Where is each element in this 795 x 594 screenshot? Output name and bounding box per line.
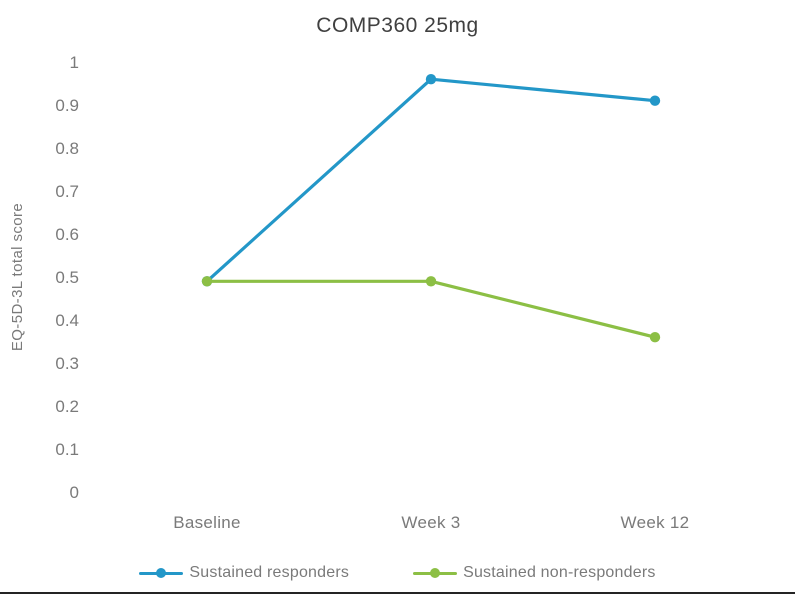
data-point-sustained-non-responders xyxy=(425,276,437,287)
line-chart-svg: EQ-5D-3L total score 0 0.1 0.2 0.3 0.4 0.5 0.6… xyxy=(9,53,690,532)
y-tick-label: 0.5 xyxy=(55,268,79,287)
legend-marker-icon xyxy=(139,568,184,578)
data-point-sustained-non-responders xyxy=(201,276,213,287)
legend-dot-icon xyxy=(156,568,167,578)
y-tick-label: 0.4 xyxy=(55,311,79,330)
x-category-label: Baseline xyxy=(173,513,241,532)
legend: Sustained responders Sustained non-respon… xyxy=(0,555,795,591)
y-tick-label: 0 xyxy=(70,483,79,502)
legend-item-sustained-responders: Sustained responders xyxy=(139,564,349,582)
y-tick-label: 1 xyxy=(70,53,79,72)
y-tick-label: 0.9 xyxy=(55,96,79,115)
legend-label: Sustained responders xyxy=(189,564,350,581)
y-tick-label: 0.2 xyxy=(55,397,79,416)
data-point-sustained-non-responders xyxy=(649,332,661,343)
chart-title: COMP360 25mg xyxy=(316,14,479,37)
y-tick-label: 0.6 xyxy=(55,225,79,244)
screenshot-bottom-border xyxy=(0,592,795,594)
series-line-sustained-responders xyxy=(205,77,657,283)
legend-dot-icon xyxy=(430,568,441,578)
data-point-sustained-responders xyxy=(649,95,661,106)
y-tick-label: 0.7 xyxy=(55,182,79,201)
legend-marker-icon xyxy=(413,568,458,578)
data-point-sustained-responders xyxy=(425,74,437,85)
y-tick-label: 0.8 xyxy=(55,139,79,158)
legend-label: Sustained non-responders xyxy=(463,564,656,581)
legend-item-sustained-non-responders: Sustained non-responders xyxy=(413,564,655,582)
x-category-label: Week 3 xyxy=(401,513,460,532)
y-tick-label: 0.3 xyxy=(55,354,79,373)
y-axis-label: EQ-5D-3L total score xyxy=(9,203,26,351)
series-line-sustained-non-responders xyxy=(205,279,657,339)
x-category-label: Week 12 xyxy=(621,513,690,532)
y-tick-label: 0.1 xyxy=(55,440,79,459)
